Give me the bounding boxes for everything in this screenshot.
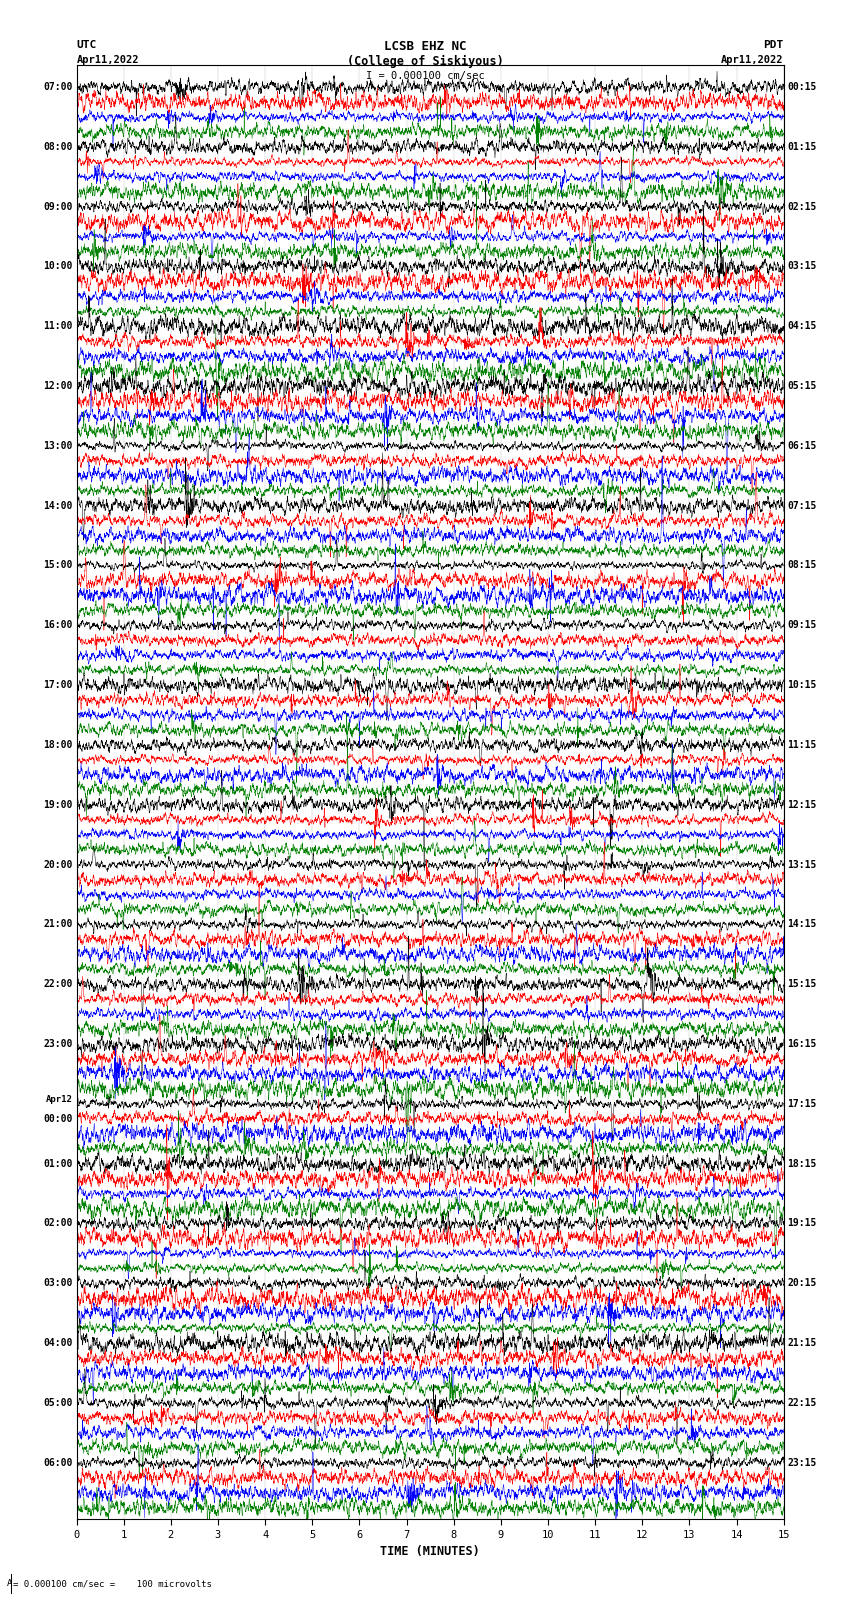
- Text: 11:15: 11:15: [787, 740, 817, 750]
- X-axis label: TIME (MINUTES): TIME (MINUTES): [380, 1545, 480, 1558]
- Text: 13:00: 13:00: [43, 440, 73, 450]
- Text: 20:00: 20:00: [43, 860, 73, 869]
- Text: 04:00: 04:00: [43, 1339, 73, 1348]
- Text: 05:00: 05:00: [43, 1398, 73, 1408]
- Text: 10:00: 10:00: [43, 261, 73, 271]
- Text: 18:00: 18:00: [43, 740, 73, 750]
- Text: 21:00: 21:00: [43, 919, 73, 929]
- Text: 17:00: 17:00: [43, 681, 73, 690]
- Text: 20:15: 20:15: [787, 1277, 817, 1289]
- Text: 09:15: 09:15: [787, 621, 817, 631]
- Text: 22:15: 22:15: [787, 1398, 817, 1408]
- Text: I = 0.000100 cm/sec: I = 0.000100 cm/sec: [366, 71, 484, 81]
- Text: 00:15: 00:15: [787, 82, 817, 92]
- Text: Apr11,2022: Apr11,2022: [721, 55, 784, 65]
- Text: 17:15: 17:15: [787, 1098, 817, 1108]
- Text: 21:15: 21:15: [787, 1339, 817, 1348]
- Text: 19:15: 19:15: [787, 1218, 817, 1229]
- Text: 01:15: 01:15: [787, 142, 817, 152]
- Text: 08:00: 08:00: [43, 142, 73, 152]
- Text: 07:15: 07:15: [787, 500, 817, 511]
- Text: 02:00: 02:00: [43, 1218, 73, 1229]
- Text: (College of Siskiyous): (College of Siskiyous): [347, 55, 503, 68]
- Text: 06:00: 06:00: [43, 1458, 73, 1468]
- Text: LCSB EHZ NC: LCSB EHZ NC: [383, 40, 467, 53]
- Text: 07:00: 07:00: [43, 82, 73, 92]
- Text: 13:15: 13:15: [787, 860, 817, 869]
- Text: A: A: [7, 1579, 12, 1589]
- Text: UTC: UTC: [76, 40, 97, 50]
- Text: 10:15: 10:15: [787, 681, 817, 690]
- Text: 12:15: 12:15: [787, 800, 817, 810]
- Text: 08:15: 08:15: [787, 560, 817, 571]
- Text: 16:15: 16:15: [787, 1039, 817, 1048]
- Text: 11:00: 11:00: [43, 321, 73, 331]
- Text: 03:00: 03:00: [43, 1277, 73, 1289]
- Text: 05:15: 05:15: [787, 381, 817, 390]
- Text: 19:00: 19:00: [43, 800, 73, 810]
- Text: Apr11,2022: Apr11,2022: [76, 55, 139, 65]
- Text: 03:15: 03:15: [787, 261, 817, 271]
- Text: 01:00: 01:00: [43, 1158, 73, 1168]
- Text: 14:00: 14:00: [43, 500, 73, 511]
- Text: 18:15: 18:15: [787, 1158, 817, 1168]
- Text: 06:15: 06:15: [787, 440, 817, 450]
- Text: 14:15: 14:15: [787, 919, 817, 929]
- Text: 15:00: 15:00: [43, 560, 73, 571]
- Text: = 0.000100 cm/sec =    100 microvolts: = 0.000100 cm/sec = 100 microvolts: [13, 1579, 212, 1589]
- Text: 16:00: 16:00: [43, 621, 73, 631]
- Text: 02:15: 02:15: [787, 202, 817, 211]
- Text: 22:00: 22:00: [43, 979, 73, 989]
- Text: 23:15: 23:15: [787, 1458, 817, 1468]
- Text: 12:00: 12:00: [43, 381, 73, 390]
- Text: Apr12: Apr12: [46, 1095, 73, 1103]
- Text: 15:15: 15:15: [787, 979, 817, 989]
- Text: 00:00: 00:00: [43, 1113, 73, 1124]
- Text: 04:15: 04:15: [787, 321, 817, 331]
- Text: 23:00: 23:00: [43, 1039, 73, 1048]
- Text: 09:00: 09:00: [43, 202, 73, 211]
- Text: PDT: PDT: [763, 40, 784, 50]
